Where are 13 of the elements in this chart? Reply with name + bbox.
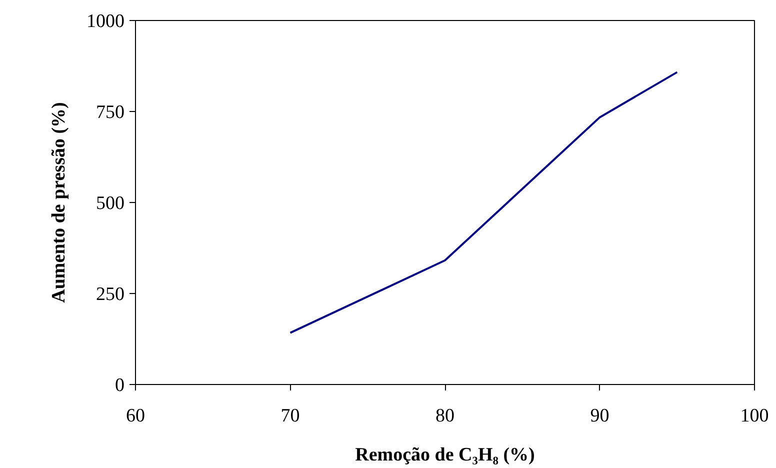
x-tick-label: 90 [590, 406, 610, 426]
x-tick-label: 80 [436, 406, 454, 426]
x-axis-title: Remoção de C₃H₈ (%) [355, 444, 535, 466]
x-tick-label: 70 [280, 406, 300, 426]
y-tick-label: 1000 [86, 11, 124, 32]
y-tick-label: 750 [96, 102, 124, 123]
x-tick-label: 60 [126, 406, 145, 426]
x-tick-label: 100 [740, 406, 769, 426]
y-axis-title: Aumento de pressão (%) [48, 102, 70, 303]
line-series [289, 71, 678, 334]
y-tick-label: 0 [115, 375, 124, 396]
y-tick-label: 500 [96, 193, 124, 214]
y-tick-label: 250 [96, 284, 124, 305]
